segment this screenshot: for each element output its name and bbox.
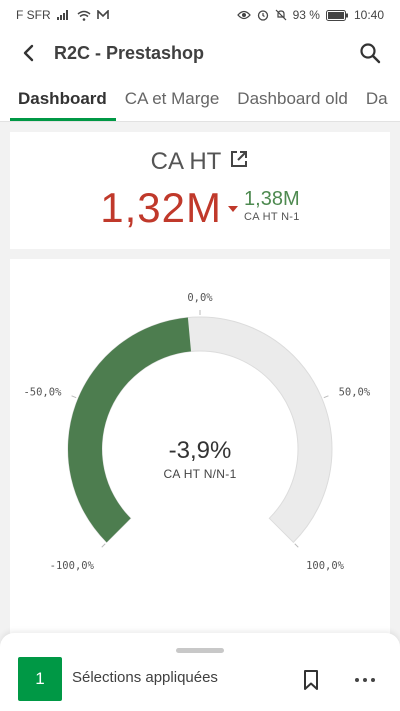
more-dot (355, 678, 359, 682)
app-title: R2C - Prestashop (54, 42, 205, 63)
tab-ca-et-marge[interactable]: CA et Marge (124, 88, 220, 108)
clock-time: 10:40 (353, 8, 384, 22)
kpi-secondary-value: 1,38M (244, 188, 300, 210)
kpi-value-row: 1,32M 1,38M CA HT N-1 (10, 184, 390, 232)
signal-icon (56, 10, 71, 20)
kpi-title-row: CA HT (10, 148, 390, 176)
back-button[interactable] (16, 41, 40, 65)
kpi-title: CA HT (150, 148, 222, 175)
sheet-tabs: Dashboard CA et Marge Dashboard old Da (0, 76, 400, 122)
gauge-label: CA HT N/N-1 (163, 467, 237, 481)
gauge-tick (323, 395, 329, 399)
gauge-tick-label: 0,0% (187, 292, 213, 304)
selections-label[interactable]: Sélections appliquées (72, 669, 218, 686)
kpi-main-value: 1,32M (100, 184, 223, 231)
kpi-secondary-label: CA HT N-1 (244, 211, 300, 223)
bookmark-button[interactable] (300, 667, 322, 693)
gauge-chart: -100,0% -50,0% 0,0% 50,0% 100,0% (23, 292, 371, 572)
carrier-label: F SFR (16, 8, 51, 22)
sheet-handle[interactable] (176, 648, 224, 653)
more-options-button[interactable] (350, 667, 380, 693)
search-button[interactable] (356, 39, 384, 67)
tab-truncated[interactable]: Da (365, 88, 388, 108)
battery-percent: 93 % (292, 8, 320, 22)
search-icon (360, 43, 381, 64)
eye-icon (236, 10, 251, 20)
gauge-card[interactable]: -100,0% -50,0% 0,0% 50,0% 100,0% -3,9% CA HT… (10, 259, 390, 659)
selection-count-badge[interactable]: 1 (18, 657, 62, 701)
status-bar: F SFR 93 % 10:40 (0, 0, 400, 30)
more-dot (371, 678, 375, 682)
gauge-fill (68, 317, 192, 543)
mute-icon (275, 9, 287, 21)
mail-icon (96, 10, 109, 20)
battery-icon (325, 9, 348, 21)
gauge-tick-label: -100,0% (50, 560, 95, 572)
kpi-secondary: 1,38M CA HT N-1 (244, 188, 300, 224)
gauge-tick (71, 395, 77, 399)
external-link-icon[interactable] (229, 148, 249, 176)
app-bar: R2C - Prestashop (0, 30, 400, 76)
tab-dashboard[interactable]: Dashboard (0, 76, 116, 121)
tab-dashboard-old[interactable]: Dashboard old (237, 88, 348, 108)
trend-down-icon (228, 206, 239, 212)
status-right: 93 % 10:40 (236, 8, 384, 22)
gauge-tick (101, 543, 106, 548)
alarm-icon (257, 9, 269, 21)
selections-bar[interactable]: 1 Sélections appliquées (0, 633, 400, 711)
gauge-tick-label: 50,0% (339, 387, 371, 399)
kpi-card[interactable]: CA HT 1,32M 1,38M CA HT N-1 (10, 132, 390, 249)
gauge-tick-label: 100,0% (306, 560, 345, 572)
gauge-center: -3,9% CA HT N/N-1 (10, 437, 390, 481)
gauge-tick-label: -50,0% (23, 387, 62, 399)
status-left: F SFR (16, 8, 109, 22)
wifi-icon (77, 10, 91, 21)
back-arrow-icon (23, 44, 34, 62)
gauge-value: -3,9% (168, 437, 232, 464)
bookmark-icon (304, 670, 318, 690)
more-dot (363, 678, 367, 682)
gauge-tick (294, 543, 299, 548)
